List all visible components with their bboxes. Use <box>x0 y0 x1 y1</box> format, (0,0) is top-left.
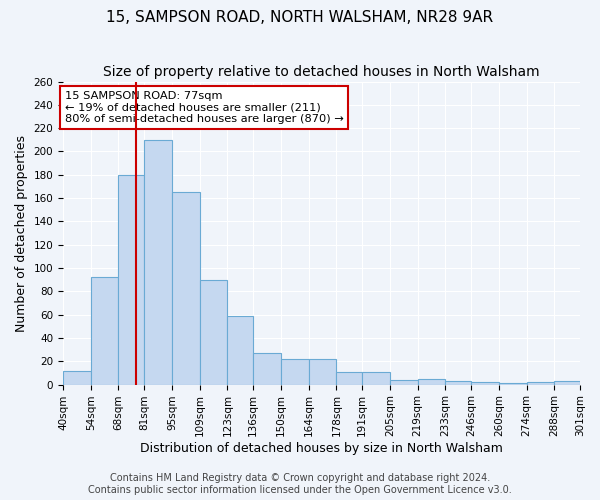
Bar <box>227 316 253 384</box>
Bar <box>91 278 118 384</box>
Bar <box>445 381 471 384</box>
Bar <box>418 379 445 384</box>
Bar <box>527 382 554 384</box>
Y-axis label: Number of detached properties: Number of detached properties <box>15 134 28 332</box>
Title: Size of property relative to detached houses in North Walsham: Size of property relative to detached ho… <box>103 65 540 79</box>
Bar <box>118 175 144 384</box>
Bar <box>554 381 580 384</box>
Bar <box>144 140 172 384</box>
Text: 15, SAMPSON ROAD, NORTH WALSHAM, NR28 9AR: 15, SAMPSON ROAD, NORTH WALSHAM, NR28 9A… <box>106 10 494 25</box>
Bar <box>390 380 418 384</box>
Bar <box>281 359 308 384</box>
Bar <box>63 370 91 384</box>
Text: Contains HM Land Registry data © Crown copyright and database right 2024.
Contai: Contains HM Land Registry data © Crown c… <box>88 474 512 495</box>
Bar <box>172 192 200 384</box>
X-axis label: Distribution of detached houses by size in North Walsham: Distribution of detached houses by size … <box>140 442 503 455</box>
Bar <box>362 372 390 384</box>
Bar <box>308 359 337 384</box>
Bar <box>200 280 227 384</box>
Text: 15 SAMPSON ROAD: 77sqm
← 19% of detached houses are smaller (211)
80% of semi-de: 15 SAMPSON ROAD: 77sqm ← 19% of detached… <box>65 91 344 124</box>
Bar <box>253 353 281 384</box>
Bar <box>337 372 362 384</box>
Bar <box>471 382 499 384</box>
